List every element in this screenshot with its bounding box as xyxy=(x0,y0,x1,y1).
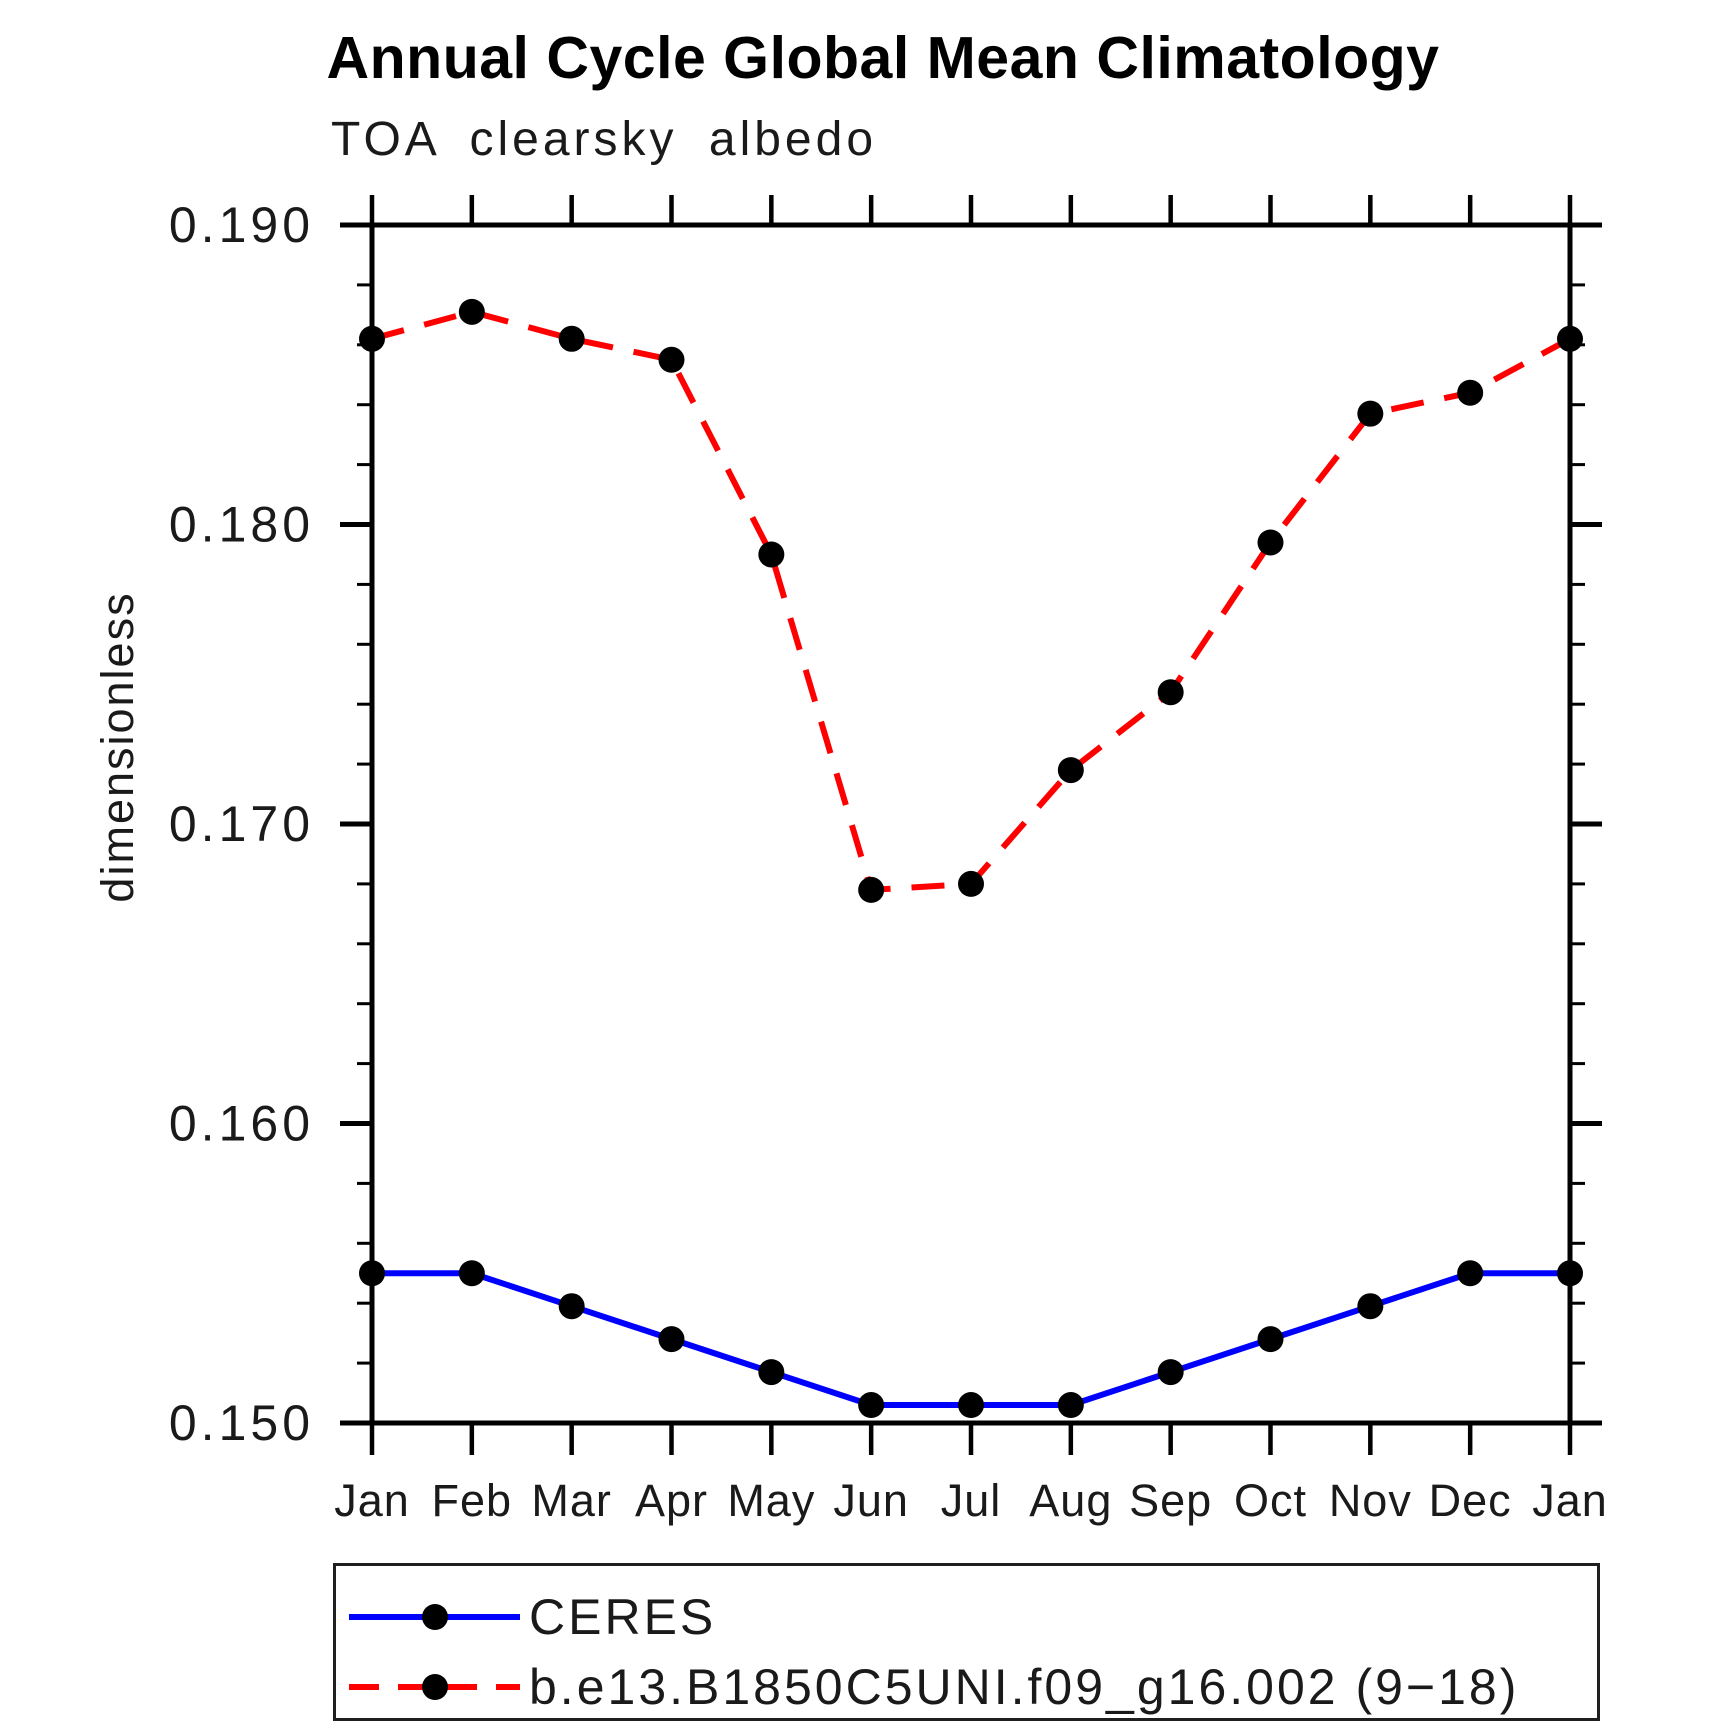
legend-item-model: b.e13.B1850C5UNI.f09_g16.002 (9−18) xyxy=(347,1658,1519,1716)
data-point xyxy=(458,298,485,325)
legend-label-model: b.e13.B1850C5UNI.f09_g16.002 (9−18) xyxy=(529,1659,1520,1715)
x-tick-label: Sep xyxy=(1129,1475,1212,1526)
data-point xyxy=(1257,529,1284,556)
series-line-ceres xyxy=(372,1270,1570,1409)
data-point xyxy=(1357,400,1384,427)
x-tick-label: Apr xyxy=(635,1475,708,1526)
x-tick-label: Jan xyxy=(334,1475,410,1526)
y-tick-label: 0.150 xyxy=(169,1395,314,1451)
data-point xyxy=(359,325,385,352)
data-point xyxy=(958,1392,984,1419)
y-tick-label: 0.170 xyxy=(169,796,314,852)
chart-title: Annual Cycle Global Mean Climatology xyxy=(326,25,1440,91)
data-point xyxy=(1457,1260,1484,1287)
data-point xyxy=(359,1260,385,1287)
data-point xyxy=(558,1293,585,1320)
legend-symbol-ceres-line xyxy=(349,1604,520,1630)
data-point xyxy=(1257,1326,1284,1353)
data-point xyxy=(1057,757,1084,784)
y-tick-label: 0.160 xyxy=(169,1096,314,1152)
data-point xyxy=(1557,325,1583,352)
y-tick-label: 0.180 xyxy=(169,497,314,553)
data-point xyxy=(758,1359,785,1386)
y-axis-tick-labels: 0.190 0.180 0.170 0.160 0.150 xyxy=(169,197,314,1451)
data-point xyxy=(1157,679,1184,706)
data-point xyxy=(1457,379,1484,406)
legend: CERES b.e13.B1850C5UNI.f09_g16.002 (9−18… xyxy=(333,1563,1600,1721)
x-tick-label: Mar xyxy=(531,1475,612,1526)
x-tick-label: Dec xyxy=(1429,1475,1512,1526)
x-axis-tick-labels: Jan Feb Mar Apr May Jun Jul Aug Sep Oct Nov Dec Jan xyxy=(334,1475,1608,1526)
data-point xyxy=(558,325,585,352)
legend-symbol-model-line xyxy=(349,1674,520,1700)
data-point xyxy=(658,1326,685,1353)
x-tick-label: Jun xyxy=(833,1475,909,1526)
x-tick-label: Feb xyxy=(432,1475,513,1526)
x-tick-label: Nov xyxy=(1329,1475,1412,1526)
x-axis-ticks xyxy=(369,195,1573,1455)
plot-border xyxy=(369,222,1573,1426)
chart-subtitle: TOA clearsky albedo xyxy=(331,113,878,166)
data-point xyxy=(1557,1260,1583,1287)
series-markers-model xyxy=(359,298,1583,903)
x-tick-label: Jul xyxy=(941,1475,1002,1526)
x-tick-label: Oct xyxy=(1234,1475,1307,1526)
legend-item-ceres: CERES xyxy=(347,1588,716,1646)
series-line-model xyxy=(371,308,1572,894)
data-point xyxy=(758,541,785,568)
x-tick-label: Jan xyxy=(1532,1475,1608,1526)
data-point xyxy=(1157,1359,1184,1386)
data-point xyxy=(1057,1392,1084,1419)
data-point xyxy=(1357,1293,1384,1320)
data-point xyxy=(858,1392,885,1419)
x-tick-label: May xyxy=(727,1475,815,1526)
y-tick-label: 0.190 xyxy=(169,197,314,253)
x-tick-label: Aug xyxy=(1029,1475,1112,1526)
data-point xyxy=(658,346,685,373)
series-markers-ceres xyxy=(359,1260,1583,1419)
data-point xyxy=(458,1260,485,1287)
data-point xyxy=(958,870,984,897)
legend-label-ceres: CERES xyxy=(529,1589,717,1645)
data-point xyxy=(858,876,885,903)
